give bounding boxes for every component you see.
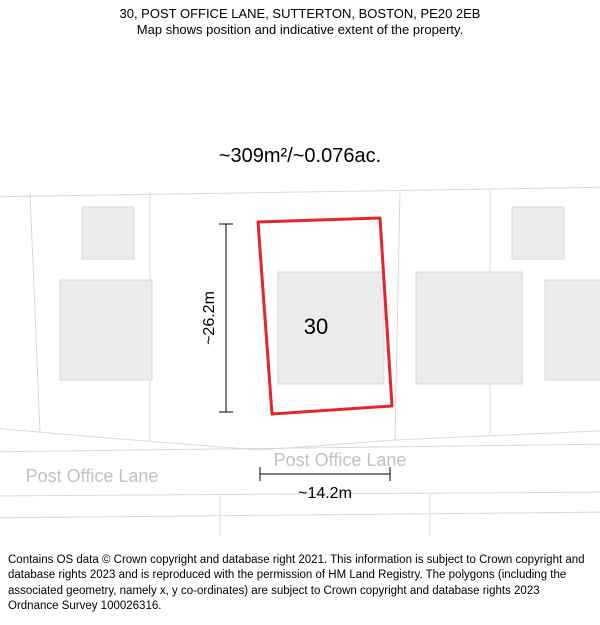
page-title: 30, POST OFFICE LANE, SUTTERTON, BOSTON,… — [0, 6, 600, 21]
road-name-label: Post Office Lane — [274, 450, 407, 470]
building-footprint — [545, 280, 600, 380]
building-footprint — [278, 272, 384, 384]
width-dim-label: ~14.2m — [298, 485, 352, 502]
header: 30, POST OFFICE LANE, SUTTERTON, BOSTON,… — [0, 0, 600, 37]
building-footprint — [82, 207, 134, 259]
house-number-label: 30 — [304, 314, 328, 339]
copyright-text: Contains OS data © Crown copyright and d… — [8, 553, 592, 615]
building-footprint — [416, 272, 522, 384]
property-map: Post Office Lane Post Office Lane 30 ~309m²… — [0, 42, 600, 536]
page: 30, POST OFFICE LANE, SUTTERTON, BOSTON,… — [0, 0, 600, 625]
page-subtitle: Map shows position and indicative extent… — [0, 22, 600, 37]
height-dim-label: ~26.2m — [201, 291, 218, 345]
road-name-label: Post Office Lane — [26, 466, 159, 486]
building-footprint — [512, 207, 564, 259]
footer: Contains OS data © Crown copyright and d… — [0, 547, 600, 625]
building-footprint — [60, 280, 152, 380]
area-label: ~309m²/~0.076ac. — [219, 145, 381, 167]
